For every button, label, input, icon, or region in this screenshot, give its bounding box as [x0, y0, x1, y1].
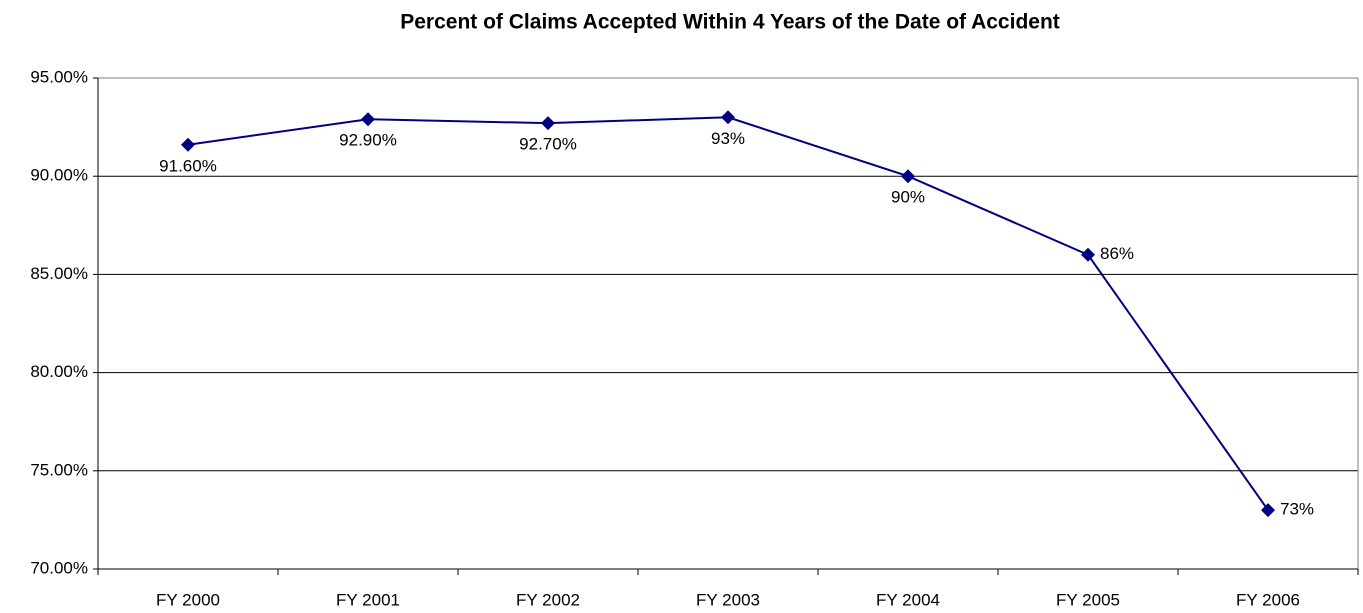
data-label: 91.60% — [159, 156, 217, 175]
x-tick-label: FY 2000 — [156, 590, 220, 609]
data-label: 90% — [891, 188, 925, 207]
y-tick-label: 95.00% — [30, 67, 88, 86]
x-tick-label: FY 2005 — [1056, 590, 1120, 609]
y-tick-label: 75.00% — [30, 460, 88, 479]
data-marker — [181, 137, 195, 152]
data-label: 93% — [711, 129, 745, 148]
y-tick-label: 80.00% — [30, 362, 88, 381]
y-tick-label: 70.00% — [30, 558, 88, 577]
data-label: 92.70% — [519, 135, 577, 154]
chart-title: Percent of Claims Accepted Within 4 Year… — [400, 11, 1060, 34]
data-marker — [1081, 247, 1095, 262]
y-tick-label: 90.00% — [30, 166, 88, 185]
plot-border — [97, 77, 1359, 570]
y-tick-label: 85.00% — [30, 264, 88, 283]
x-tick-label: FY 2001 — [336, 590, 400, 609]
data-marker — [1261, 503, 1275, 518]
data-marker — [721, 110, 735, 125]
x-tick-label: FY 2002 — [516, 590, 580, 609]
data-label: 73% — [1280, 500, 1314, 519]
x-tick-label: FY 2004 — [876, 590, 940, 609]
data-marker — [361, 112, 375, 127]
data-marker — [541, 116, 555, 131]
data-label: 86% — [1100, 244, 1134, 263]
data-marker — [901, 169, 915, 184]
x-tick-label: FY 2006 — [1236, 590, 1300, 609]
x-tick-label: FY 2003 — [696, 590, 760, 609]
data-label: 92.90% — [339, 131, 397, 150]
